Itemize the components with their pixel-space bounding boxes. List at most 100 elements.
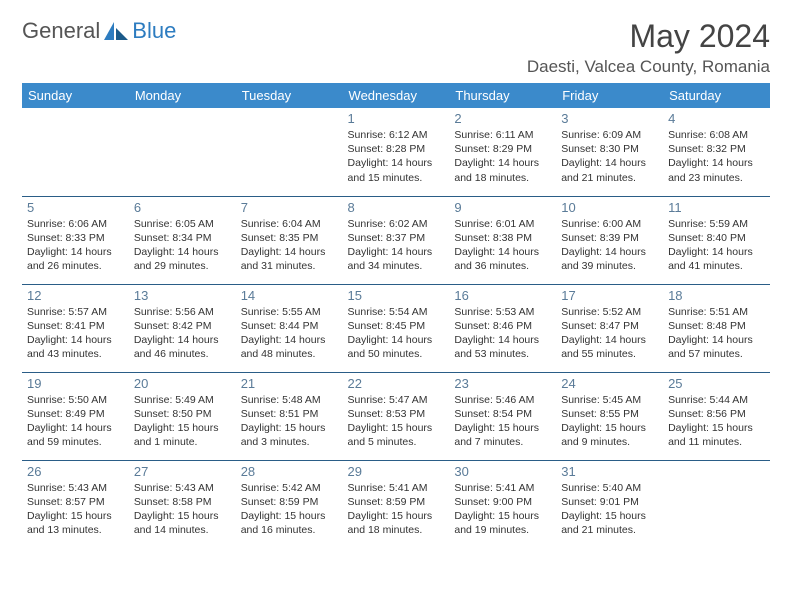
- calendar-day-cell: [129, 108, 236, 196]
- day-number: 4: [668, 111, 765, 126]
- day-number: 5: [27, 200, 124, 215]
- calendar-day-cell: 24 Sunrise: 5:45 AMSunset: 8:55 PMDayligh…: [556, 372, 663, 460]
- day-number: 6: [134, 200, 231, 215]
- day-header: Sunday: [22, 83, 129, 108]
- calendar-day-cell: [22, 108, 129, 196]
- day-number: 23: [454, 376, 551, 391]
- calendar-week-row: 19 Sunrise: 5:50 AMSunset: 8:49 PMDayligh…: [22, 372, 770, 460]
- day-text: Sunrise: 5:56 AMSunset: 8:42 PMDaylight:…: [134, 305, 231, 362]
- day-text: Sunrise: 5:43 AMSunset: 8:58 PMDaylight:…: [134, 481, 231, 538]
- day-number: 26: [27, 464, 124, 479]
- calendar-day-cell: 17 Sunrise: 5:52 AMSunset: 8:47 PMDayligh…: [556, 284, 663, 372]
- day-number: 2: [454, 111, 551, 126]
- day-text: Sunrise: 6:04 AMSunset: 8:35 PMDaylight:…: [241, 217, 338, 274]
- day-text: Sunrise: 5:54 AMSunset: 8:45 PMDaylight:…: [348, 305, 445, 362]
- day-text: Sunrise: 5:47 AMSunset: 8:53 PMDaylight:…: [348, 393, 445, 450]
- day-number: 30: [454, 464, 551, 479]
- calendar-day-cell: 1 Sunrise: 6:12 AMSunset: 8:28 PMDaylight…: [343, 108, 450, 196]
- calendar-day-cell: 8Sunrise: 6:02 AMSunset: 8:37 PMDaylight…: [343, 196, 450, 284]
- day-number: 28: [241, 464, 338, 479]
- day-header: Tuesday: [236, 83, 343, 108]
- calendar-day-cell: 2 Sunrise: 6:11 AMSunset: 8:29 PMDaylight…: [449, 108, 556, 196]
- calendar-day-cell: [663, 460, 770, 548]
- calendar-day-cell: 28Sunrise: 5:42 AMSunset: 8:59 PMDayligh…: [236, 460, 343, 548]
- title-block: May 2024 Daesti, Valcea County, Romania: [527, 18, 770, 77]
- calendar-day-cell: 15 Sunrise: 5:54 AMSunset: 8:45 PMDayligh…: [343, 284, 450, 372]
- day-text: Sunrise: 5:45 AMSunset: 8:55 PMDaylight:…: [561, 393, 658, 450]
- day-header: Friday: [556, 83, 663, 108]
- calendar-day-cell: 22 Sunrise: 5:47 AMSunset: 8:53 PMDayligh…: [343, 372, 450, 460]
- day-number: 11: [668, 200, 765, 215]
- calendar-day-cell: 6 Sunrise: 6:05 AMSunset: 8:34 PMDaylight…: [129, 196, 236, 284]
- calendar-day-cell: 23Sunrise: 5:46 AMSunset: 8:54 PMDayligh…: [449, 372, 556, 460]
- day-number: 3: [561, 111, 658, 126]
- calendar-day-cell: 13 Sunrise: 5:56 AMSunset: 8:42 PMDayligh…: [129, 284, 236, 372]
- day-number: 18: [668, 288, 765, 303]
- day-number: 24: [561, 376, 658, 391]
- day-number: 10: [561, 200, 658, 215]
- day-text: Sunrise: 5:52 AMSunset: 8:47 PMDaylight:…: [561, 305, 658, 362]
- day-number: 15: [348, 288, 445, 303]
- day-number: 13: [134, 288, 231, 303]
- calendar-day-cell: 20Sunrise: 5:49 AMSunset: 8:50 PMDayligh…: [129, 372, 236, 460]
- day-header: Monday: [129, 83, 236, 108]
- day-text: Sunrise: 5:41 AMSunset: 8:59 PMDaylight:…: [348, 481, 445, 538]
- day-text: Sunrise: 6:00 AMSunset: 8:39 PMDaylight:…: [561, 217, 658, 274]
- day-text: Sunrise: 5:40 AMSunset: 9:01 PMDaylight:…: [561, 481, 658, 538]
- day-header: Wednesday: [343, 83, 450, 108]
- day-number: 1: [348, 111, 445, 126]
- logo-text-blue: Blue: [132, 18, 176, 44]
- calendar-week-row: 1 Sunrise: 6:12 AMSunset: 8:28 PMDaylight…: [22, 108, 770, 196]
- calendar-day-cell: 10 Sunrise: 6:00 AMSunset: 8:39 PMDayligh…: [556, 196, 663, 284]
- location: Daesti, Valcea County, Romania: [527, 57, 770, 77]
- day-text: Sunrise: 5:55 AMSunset: 8:44 PMDaylight:…: [241, 305, 338, 362]
- logo-text-general: General: [22, 18, 100, 44]
- calendar-day-cell: 29 Sunrise: 5:41 AMSunset: 8:59 PMDayligh…: [343, 460, 450, 548]
- day-text: Sunrise: 6:08 AMSunset: 8:32 PMDaylight:…: [668, 128, 765, 185]
- day-number: 20: [134, 376, 231, 391]
- day-text: Sunrise: 5:50 AMSunset: 8:49 PMDaylight:…: [27, 393, 124, 450]
- calendar-table: Sunday Monday Tuesday Wednesday Thursday…: [22, 83, 770, 548]
- day-number: 7: [241, 200, 338, 215]
- day-number: 8: [348, 200, 445, 215]
- day-number: 25: [668, 376, 765, 391]
- calendar-day-cell: 7 Sunrise: 6:04 AMSunset: 8:35 PMDaylight…: [236, 196, 343, 284]
- day-number: 29: [348, 464, 445, 479]
- day-number: 19: [27, 376, 124, 391]
- day-number: 16: [454, 288, 551, 303]
- calendar-day-cell: 5 Sunrise: 6:06 AMSunset: 8:33 PMDaylight…: [22, 196, 129, 284]
- calendar-week-row: 5 Sunrise: 6:06 AMSunset: 8:33 PMDaylight…: [22, 196, 770, 284]
- calendar-week-row: 12 Sunrise: 5:57 AMSunset: 8:41 PMDayligh…: [22, 284, 770, 372]
- day-text: Sunrise: 5:59 AMSunset: 8:40 PMDaylight:…: [668, 217, 765, 274]
- calendar-day-cell: 11 Sunrise: 5:59 AMSunset: 8:40 PMDayligh…: [663, 196, 770, 284]
- calendar-day-cell: 14Sunrise: 5:55 AMSunset: 8:44 PMDayligh…: [236, 284, 343, 372]
- calendar-day-cell: 19 Sunrise: 5:50 AMSunset: 8:49 PMDayligh…: [22, 372, 129, 460]
- calendar-day-cell: 31 Sunrise: 5:40 AMSunset: 9:01 PMDayligh…: [556, 460, 663, 548]
- day-number: 12: [27, 288, 124, 303]
- day-text: Sunrise: 6:05 AMSunset: 8:34 PMDaylight:…: [134, 217, 231, 274]
- calendar-day-cell: 16Sunrise: 5:53 AMSunset: 8:46 PMDayligh…: [449, 284, 556, 372]
- day-text: Sunrise: 6:12 AMSunset: 8:28 PMDaylight:…: [348, 128, 445, 185]
- day-text: Sunrise: 6:06 AMSunset: 8:33 PMDaylight:…: [27, 217, 124, 274]
- day-number: 21: [241, 376, 338, 391]
- day-number: 9: [454, 200, 551, 215]
- day-number: 31: [561, 464, 658, 479]
- day-text: Sunrise: 6:11 AMSunset: 8:29 PMDaylight:…: [454, 128, 551, 185]
- day-header-row: Sunday Monday Tuesday Wednesday Thursday…: [22, 83, 770, 108]
- header: General Blue May 2024 Daesti, Valcea Cou…: [22, 18, 770, 77]
- calendar-day-cell: 26Sunrise: 5:43 AMSunset: 8:57 PMDayligh…: [22, 460, 129, 548]
- day-text: Sunrise: 5:48 AMSunset: 8:51 PMDaylight:…: [241, 393, 338, 450]
- day-text: Sunrise: 6:09 AMSunset: 8:30 PMDaylight:…: [561, 128, 658, 185]
- calendar-day-cell: 9Sunrise: 6:01 AMSunset: 8:38 PMDaylight…: [449, 196, 556, 284]
- calendar-day-cell: 30Sunrise: 5:41 AMSunset: 9:00 PMDayligh…: [449, 460, 556, 548]
- calendar-day-cell: 27Sunrise: 5:43 AMSunset: 8:58 PMDayligh…: [129, 460, 236, 548]
- calendar-day-cell: 3 Sunrise: 6:09 AMSunset: 8:30 PMDaylight…: [556, 108, 663, 196]
- calendar-day-cell: 18Sunrise: 5:51 AMSunset: 8:48 PMDayligh…: [663, 284, 770, 372]
- day-number: 17: [561, 288, 658, 303]
- logo-sail-icon: [104, 22, 128, 40]
- logo: General Blue: [22, 18, 176, 44]
- day-number: 22: [348, 376, 445, 391]
- day-text: Sunrise: 5:57 AMSunset: 8:41 PMDaylight:…: [27, 305, 124, 362]
- calendar-body: 1 Sunrise: 6:12 AMSunset: 8:28 PMDaylight…: [22, 108, 770, 548]
- calendar-day-cell: 4 Sunrise: 6:08 AMSunset: 8:32 PMDaylight…: [663, 108, 770, 196]
